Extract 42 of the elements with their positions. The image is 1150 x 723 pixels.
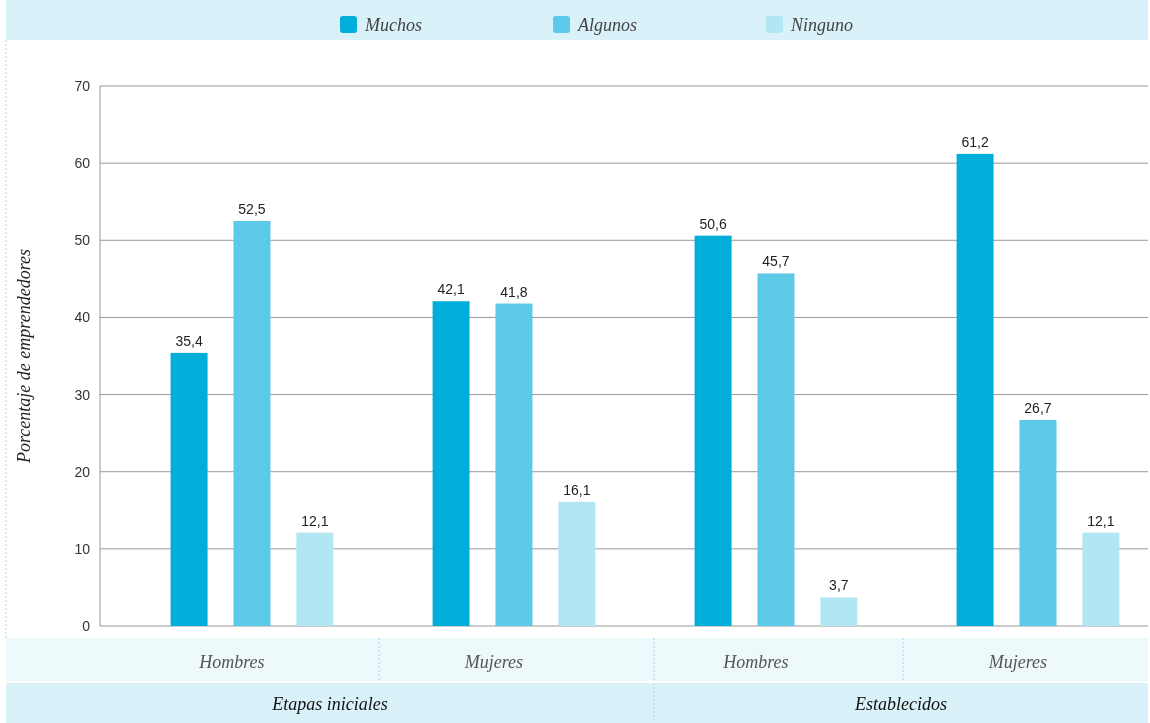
bar (1082, 532, 1120, 626)
y-tick-label: 70 (74, 78, 91, 94)
text: Etapas iniciales (271, 694, 388, 714)
bar (170, 352, 208, 626)
data-label: 35,4 (175, 332, 203, 349)
data-label: 12,1 (1087, 512, 1115, 529)
data-label: 41,8 (500, 283, 528, 300)
data-label: 12,1 (301, 512, 329, 529)
bar (233, 221, 271, 626)
text: Establecidos (854, 694, 947, 714)
bar (956, 153, 994, 626)
y-tick-label: 40 (74, 309, 91, 326)
x-tick-label: Hombres (722, 652, 789, 672)
y-tick-label: 30 (74, 386, 91, 403)
x-tick-label: Mujeres (463, 652, 524, 672)
bar (820, 597, 858, 626)
data-label: 16,1 (563, 481, 591, 498)
bar (296, 532, 334, 626)
bar (757, 273, 795, 626)
bar (432, 301, 470, 626)
x-tick-label: Hombres (198, 652, 265, 672)
legend-label: Algunos (577, 15, 638, 35)
y-tick-label: 0 (82, 618, 91, 634)
data-label: 50,6 (699, 215, 727, 232)
y-tick-label: 50 (74, 232, 91, 249)
legend-label: Muchos (364, 15, 422, 35)
data-label: 45,7 (762, 253, 790, 270)
data-label: 26,7 (1024, 400, 1052, 417)
data-label: 42,1 (437, 281, 465, 298)
y-axis-title: Porcentaje de emprendedores (14, 249, 34, 464)
x-tick-label: Mujeres (987, 652, 1048, 672)
y-tick-label: 20 (74, 463, 91, 480)
bar (694, 235, 732, 626)
legend-label: Ninguno (790, 15, 854, 35)
data-label: 52,5 (238, 201, 266, 217)
bar (1019, 420, 1057, 626)
data-label: 61,2 (961, 133, 989, 150)
y-tick-label: 60 (74, 155, 91, 172)
bar (558, 501, 596, 626)
data-label: 3,7 (829, 577, 849, 594)
y-tick-label: 10 (74, 540, 91, 557)
bar (495, 303, 533, 626)
